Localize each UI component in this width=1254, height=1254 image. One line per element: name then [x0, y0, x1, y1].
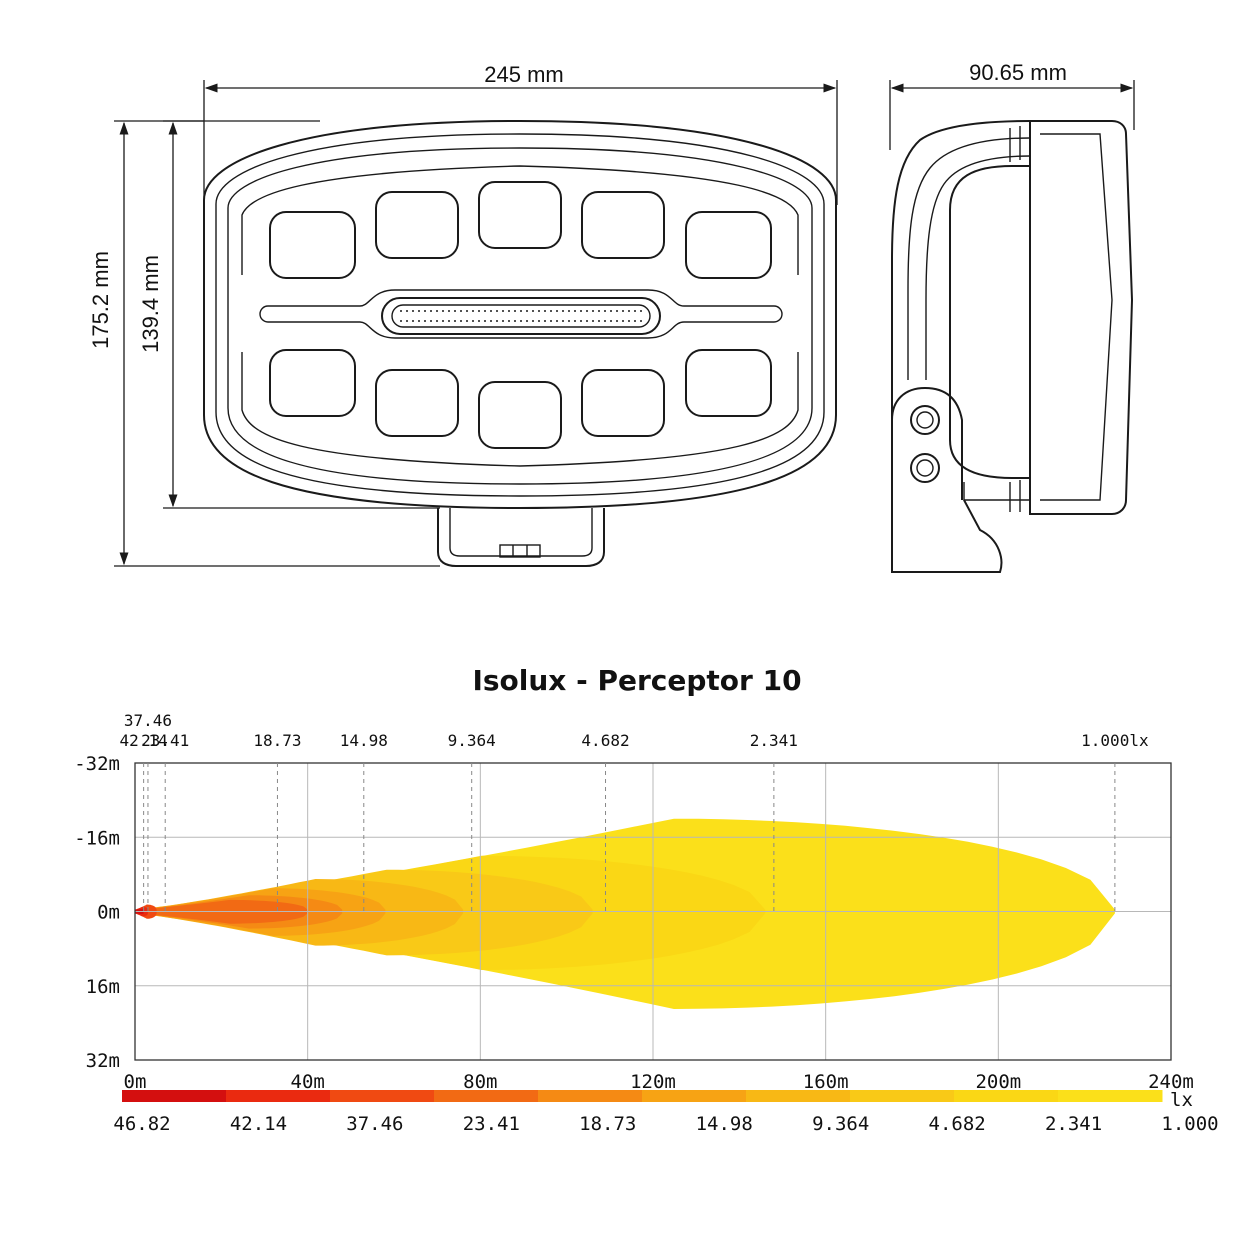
contour-label: 14.98	[340, 731, 388, 750]
y-tick-label: -16m	[74, 827, 120, 849]
plot-frame	[134, 762, 1172, 1061]
technical-drawing: 245 mm 90.65 mm 175.2 mm 139.4 mm	[88, 60, 1135, 573]
legend-swatch	[642, 1090, 747, 1102]
total-height-dimension: 175.2 mm	[88, 120, 440, 567]
legend-label: 4.682	[929, 1113, 986, 1135]
legend-swatch	[226, 1090, 331, 1102]
legend-swatch	[122, 1090, 227, 1102]
depth-label: 90.65 mm	[969, 60, 1067, 85]
legend-label: 42.14	[230, 1113, 287, 1135]
contour-label: 2.341	[750, 731, 798, 750]
legend-swatch	[954, 1090, 1059, 1102]
legend-swatch	[330, 1090, 435, 1102]
legend-unit: lx	[1170, 1089, 1193, 1111]
y-tick-label: 0m	[97, 902, 120, 924]
x-tick-label: 200m	[975, 1071, 1021, 1093]
body-height-label: 139.4 mm	[138, 255, 163, 353]
legend-label: 9.364	[812, 1113, 869, 1135]
legend-swatch	[434, 1090, 539, 1102]
total-height-label: 175.2 mm	[88, 251, 113, 349]
contour-label: 42.14	[120, 731, 168, 750]
front-view	[203, 119, 837, 567]
legend-label: 23.41	[463, 1113, 520, 1135]
contour-label: 23.41	[141, 731, 189, 750]
legend-label: 14.98	[696, 1113, 753, 1135]
contour-label: 18.73	[253, 731, 301, 750]
x-tick-label: 40m	[291, 1071, 325, 1093]
width-dimension: 245 mm	[203, 62, 838, 205]
y-tick-label: -32m	[74, 753, 120, 775]
legend-swatch	[1058, 1090, 1163, 1102]
contour-label: 9.364	[448, 731, 496, 750]
color-legend: lx 46.82 42.14 37.46 23.41 18.73 14.98 9.364 4.6…	[113, 1089, 1218, 1135]
legend-label: 46.82	[113, 1113, 170, 1135]
x-tick-label: 120m	[630, 1071, 676, 1093]
plot-area	[134, 762, 1172, 1061]
x-tick-label: 240m	[1148, 1071, 1194, 1093]
contour-label: 37.46	[124, 711, 172, 730]
side-view	[891, 120, 1134, 573]
legend-label: 1.000	[1161, 1113, 1218, 1135]
y-axis-ticks: -32m -16m 0m 16m 32m	[74, 753, 120, 1072]
legend-label: 37.46	[346, 1113, 403, 1135]
legend-label: 2.341	[1045, 1113, 1102, 1135]
contour-label: 4.682	[581, 731, 629, 750]
x-tick-label: 160m	[803, 1071, 849, 1093]
x-tick-label: 80m	[463, 1071, 497, 1093]
legend-swatch	[850, 1090, 955, 1102]
y-tick-label: 16m	[86, 976, 120, 998]
body-height-dimension: 139.4 mm	[138, 120, 440, 509]
legend-label: 18.73	[579, 1113, 636, 1135]
depth-dimension: 90.65 mm	[889, 60, 1135, 150]
contour-label: 1.000lx	[1081, 731, 1149, 750]
legend-swatch	[538, 1090, 643, 1102]
legend-swatch	[746, 1090, 851, 1102]
x-tick-label: 0m	[124, 1071, 147, 1093]
chart-title: Isolux - Perceptor 10	[472, 664, 801, 697]
x-axis-ticks: 0m 40m 80m 120m 160m 200m 240m	[124, 1071, 1194, 1093]
y-tick-label: 32m	[86, 1050, 120, 1072]
width-label: 245 mm	[484, 62, 563, 87]
